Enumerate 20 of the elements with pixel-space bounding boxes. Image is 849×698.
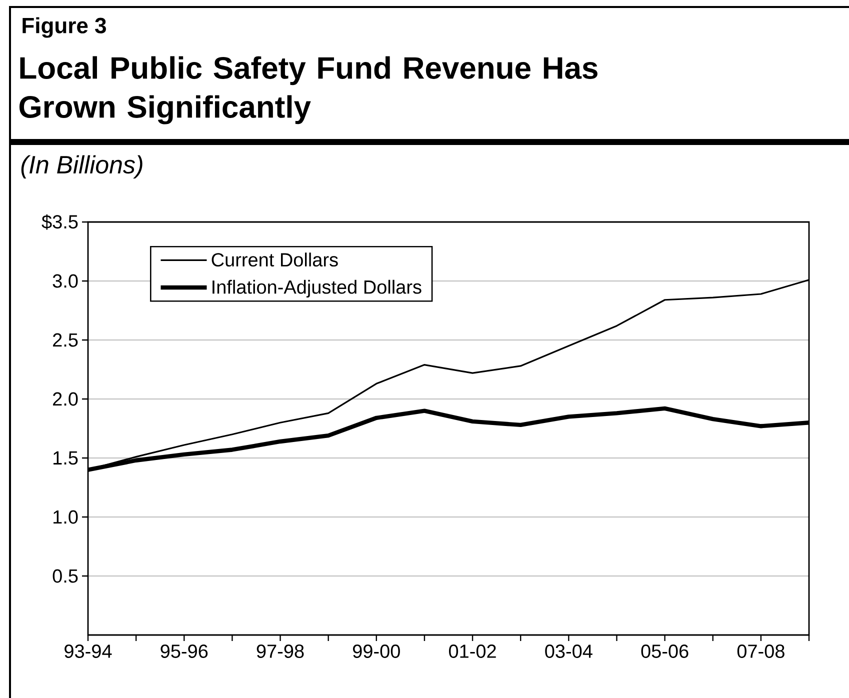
legend-label: Inflation-Adjusted Dollars	[212, 280, 422, 298]
x-tick-label: 01-02	[448, 644, 496, 658]
x-tick-label: 93-94	[64, 644, 112, 658]
x-tick-label: 97-98	[256, 644, 304, 658]
caption: Figure 3	[22, 17, 106, 38]
y-tick-label: 3.0	[52, 274, 78, 288]
y-tick-label: $3.5	[42, 214, 78, 230]
y-tick-label: 2.5	[53, 333, 78, 347]
x-tick-label: 07-08	[737, 644, 784, 658]
y-tick-label: 1.0	[54, 510, 78, 524]
legend-label: Current Dollars	[212, 252, 338, 267]
x-tick-label: 99-00	[352, 644, 400, 658]
y-tick-label: 1.5	[54, 451, 78, 465]
chart-subtitle: (In Billions)	[21, 155, 142, 178]
y-tick-label: 2.0	[53, 392, 78, 406]
x-tick-label: 95-96	[160, 644, 208, 658]
x-tick-label: 05-06	[641, 644, 688, 658]
y-tick-label: 0.5	[52, 569, 78, 583]
x-tick-label: 03-04	[545, 644, 592, 658]
chart-title: Local Public Safety Fund Revenue Has Grown Significantly	[19, 56, 598, 124]
